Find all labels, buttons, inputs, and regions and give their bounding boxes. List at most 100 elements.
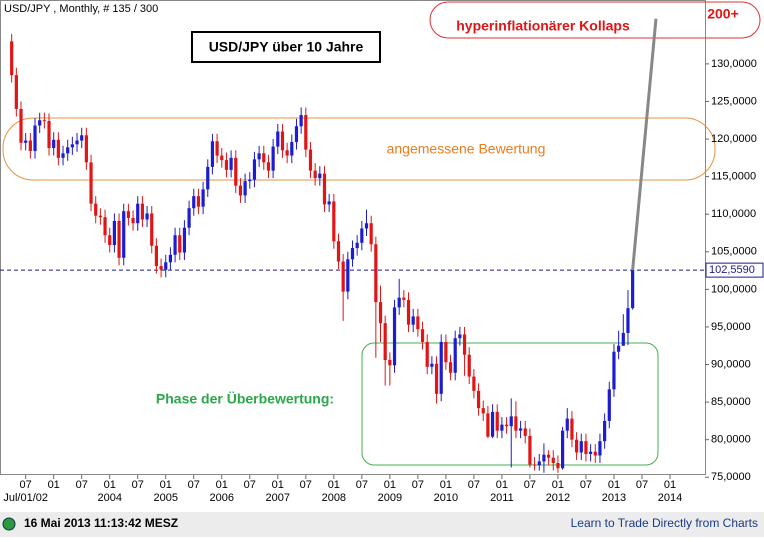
candle-body bbox=[215, 141, 219, 156]
candle-body bbox=[187, 208, 191, 228]
x-year-label: 2012 bbox=[546, 492, 570, 504]
overvalued-outline bbox=[361, 342, 659, 466]
candle-body bbox=[612, 351, 616, 390]
candle-body bbox=[631, 269, 635, 309]
candle-body bbox=[308, 149, 313, 171]
candle-body bbox=[262, 153, 266, 163]
candle-body bbox=[173, 235, 177, 255]
candle-body bbox=[621, 332, 625, 346]
current-price-label: 102,5590 bbox=[709, 264, 755, 276]
x-tick-label: 07 bbox=[20, 479, 32, 491]
candle-body bbox=[61, 153, 65, 158]
candle-body bbox=[234, 157, 238, 186]
candle-body bbox=[392, 307, 397, 366]
candle-body bbox=[476, 390, 481, 409]
y-tick-label: 105,0000 bbox=[711, 246, 757, 258]
candle-body bbox=[280, 131, 285, 151]
plot-area bbox=[0, 0, 706, 475]
candle-body bbox=[84, 135, 88, 163]
candle-body bbox=[593, 451, 597, 456]
candle-body bbox=[570, 418, 574, 440]
footer-timestamp: 16 Mai 2013 11:13:42 MESZ bbox=[24, 516, 178, 530]
candle-body bbox=[145, 213, 149, 220]
y-tick-label: 95,0000 bbox=[711, 321, 751, 333]
candle-body bbox=[243, 181, 247, 196]
candle-body bbox=[579, 441, 583, 453]
candle-body bbox=[565, 418, 569, 431]
candle-body bbox=[509, 416, 513, 427]
candle-body bbox=[178, 235, 182, 253]
candle-body bbox=[617, 345, 621, 352]
candle-body bbox=[462, 334, 467, 355]
x-tick-label: 01 bbox=[664, 479, 676, 491]
target-annotation: 200+ bbox=[707, 6, 739, 22]
x-tick-label: 07 bbox=[76, 479, 88, 491]
candle-body bbox=[350, 248, 355, 260]
current-price-box bbox=[705, 262, 764, 278]
x-year-label: 2009 bbox=[378, 492, 402, 504]
candle-body bbox=[313, 170, 317, 179]
candle-body bbox=[257, 153, 261, 160]
y-tick-label: 75,0000 bbox=[711, 471, 751, 483]
x-year-label: 2011 bbox=[490, 492, 514, 504]
candle-body bbox=[201, 189, 205, 207]
candle-body bbox=[182, 227, 187, 253]
x-tick-label: 01 bbox=[104, 479, 116, 491]
plot-marks bbox=[0, 18, 705, 473]
x-tick-label: 07 bbox=[580, 479, 592, 491]
y-tick-label: 100,0000 bbox=[711, 283, 757, 295]
y-tick-label: 120,0000 bbox=[711, 133, 757, 145]
footer-link[interactable]: Learn to Trade Directly from Charts bbox=[571, 516, 758, 530]
candle-body bbox=[556, 462, 560, 469]
candle-body bbox=[299, 114, 303, 127]
footer-bar bbox=[0, 512, 764, 537]
candle-body bbox=[430, 363, 434, 367]
chart-title: USD/JPY über 10 Jahre bbox=[209, 39, 364, 55]
candle-body bbox=[495, 411, 499, 431]
candle-body bbox=[467, 354, 471, 377]
y-tick-label: 115,0000 bbox=[711, 171, 756, 183]
candle-body bbox=[322, 173, 327, 205]
y-tick-label: 85,0000 bbox=[711, 396, 751, 408]
x-year-label: 2004 bbox=[97, 492, 121, 504]
candle-body bbox=[490, 411, 495, 437]
candle-body bbox=[383, 323, 387, 361]
candle-body bbox=[131, 217, 135, 224]
candle-body bbox=[416, 316, 420, 330]
candle-body bbox=[584, 441, 588, 454]
candle-body bbox=[327, 201, 331, 205]
candle-body bbox=[70, 144, 74, 148]
candle-body bbox=[229, 157, 233, 170]
x-tick-label: 07 bbox=[468, 479, 480, 491]
x-tick-label: 07 bbox=[132, 479, 144, 491]
candle-body bbox=[150, 213, 154, 246]
candle-body bbox=[19, 108, 23, 143]
candle-body bbox=[607, 389, 611, 421]
y-tick-label: 110,0000 bbox=[711, 208, 756, 220]
candle-body bbox=[66, 147, 70, 154]
collapse-outline bbox=[429, 1, 761, 39]
candle-body bbox=[378, 302, 383, 324]
x-tick-label: 07 bbox=[356, 479, 368, 491]
x-tick-label: 01 bbox=[384, 479, 396, 491]
candle-body bbox=[196, 196, 201, 207]
x-tick-label: 07 bbox=[188, 479, 200, 491]
x-tick-label: 07 bbox=[412, 479, 424, 491]
candle-body bbox=[103, 217, 107, 236]
candle-body bbox=[24, 140, 28, 143]
x-tick-label: 01 bbox=[496, 479, 508, 491]
x-year-label: Jul/01/02 bbox=[3, 492, 48, 504]
x-year-label: 2013 bbox=[602, 492, 626, 504]
candle-body bbox=[397, 297, 401, 308]
candle-body bbox=[420, 329, 425, 342]
candle-body bbox=[374, 244, 378, 303]
candle-body bbox=[603, 420, 607, 442]
y-tick-label: 80,0000 bbox=[711, 434, 751, 446]
candle-body bbox=[304, 114, 308, 150]
candle-body bbox=[486, 413, 490, 437]
fair-value-outline bbox=[2, 117, 716, 181]
candle-body bbox=[546, 454, 551, 458]
candle-body bbox=[117, 220, 121, 258]
candle-body bbox=[318, 173, 322, 179]
candle-body bbox=[504, 424, 509, 427]
